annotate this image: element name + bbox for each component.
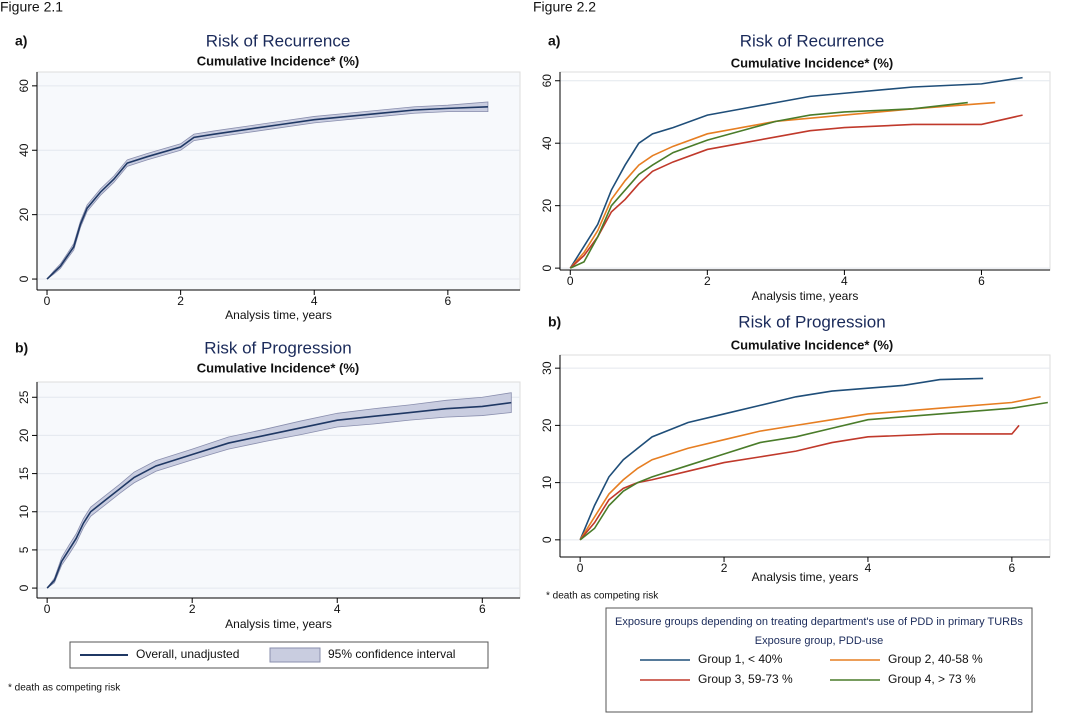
chart-title: Risk of Recurrence: [206, 31, 351, 50]
curve: [579, 377, 984, 541]
curve: [579, 401, 1048, 541]
curve: [46, 105, 488, 280]
legend-label: Overall, unadjusted: [136, 647, 239, 661]
footnote: * death as competing risk: [546, 591, 659, 602]
curve: [579, 395, 1041, 541]
legend-label: 95% confidence interval: [328, 647, 455, 661]
x-tick-label: 0: [567, 274, 574, 288]
panel-label: a): [15, 33, 27, 49]
x-tick-label: 6: [479, 602, 486, 616]
y-tick-label: 25: [17, 390, 31, 404]
curve: [569, 114, 1023, 269]
y-tick-label: 60: [540, 74, 554, 88]
curve: [569, 101, 996, 269]
y-tick-label: 10: [17, 505, 31, 519]
x-tick-label: 2: [704, 274, 711, 288]
legend-box: [605, 607, 1033, 713]
curve: [46, 401, 512, 589]
x-tick-label: 0: [44, 602, 51, 616]
y-tick-label: 15: [17, 467, 31, 481]
y-tick-label: 0: [17, 584, 31, 591]
chart-subtitle: Cumulative Incidence* (%): [731, 337, 894, 352]
curve: [569, 101, 968, 269]
y-tick-label: 0: [17, 275, 31, 282]
y-tick-label: 20: [540, 199, 554, 213]
legend-label: Group 1, < 40%: [698, 652, 783, 666]
chart-title: Risk of Progression: [204, 338, 351, 357]
legend-label: Group 2, 40-58 %: [888, 652, 983, 666]
y-tick-label: 40: [17, 143, 31, 157]
x-tick-label: 6: [1009, 561, 1016, 575]
chart-subtitle: Cumulative Incidence* (%): [197, 53, 360, 68]
curve: [569, 76, 1023, 269]
x-tick-label: 4: [865, 561, 872, 575]
y-tick-label: 60: [17, 79, 31, 93]
curve: [579, 424, 1020, 541]
x-axis-label: Analysis time, years: [752, 289, 859, 303]
x-tick-label: 4: [334, 602, 341, 616]
chart-subtitle: Cumulative Incidence* (%): [197, 360, 360, 375]
chart-title: Risk of Progression: [738, 312, 885, 331]
x-tick-label: 4: [841, 274, 848, 288]
footnote: * death as competing risk: [8, 683, 121, 694]
y-tick-label: 0: [540, 536, 554, 543]
x-axis-label: Analysis time, years: [225, 617, 332, 631]
x-tick-label: 0: [44, 294, 51, 308]
legend-box: [69, 641, 489, 669]
figure-label: Figure 2.2: [533, 0, 596, 15]
panel-label: b): [15, 340, 28, 356]
y-tick-label: 20: [17, 208, 31, 222]
y-tick-label: 30: [540, 361, 554, 375]
figure-label: Figure 2.1: [0, 0, 63, 15]
legend-swatch: [269, 647, 321, 663]
x-tick-label: 6: [978, 274, 985, 288]
legend-label: Group 3, 59-73 %: [698, 672, 793, 686]
x-axis-label: Analysis time, years: [225, 308, 332, 322]
chart-subtitle: Cumulative Incidence* (%): [731, 55, 894, 70]
legend-subtitle: Exposure group, PDD-use: [755, 635, 883, 647]
x-tick-label: 6: [445, 294, 452, 308]
x-tick-label: 2: [721, 561, 728, 575]
panel-label: b): [548, 314, 561, 330]
x-tick-label: 2: [189, 602, 196, 616]
legend-title: Exposure groups depending on treating de…: [615, 616, 1023, 628]
y-tick-label: 0: [540, 264, 554, 271]
x-tick-label: 4: [311, 294, 318, 308]
y-tick-label: 40: [540, 136, 554, 150]
plot-area: [559, 354, 1051, 558]
panel-label: a): [548, 33, 560, 49]
y-tick-label: 10: [540, 476, 554, 490]
y-tick-label: 5: [17, 546, 31, 553]
x-axis-label: Analysis time, years: [752, 570, 859, 584]
legend-label: Group 4, > 73 %: [888, 672, 976, 686]
x-tick-label: 2: [177, 294, 184, 308]
y-tick-label: 20: [540, 418, 554, 432]
x-tick-label: 0: [577, 561, 584, 575]
chart-title: Risk of Recurrence: [740, 31, 885, 50]
y-tick-label: 20: [17, 428, 31, 442]
